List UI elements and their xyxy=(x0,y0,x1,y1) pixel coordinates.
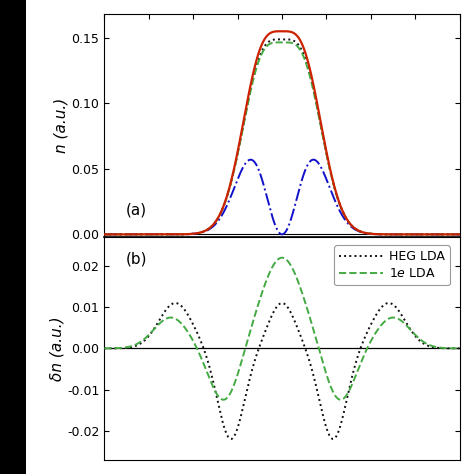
HEG LDA xyxy=(101,346,107,351)
1e LDA xyxy=(457,346,463,351)
HEG LDA xyxy=(450,346,456,351)
Text: (b): (b) xyxy=(126,252,147,267)
HEG LDA xyxy=(254,353,259,359)
HEG LDA xyxy=(238,413,244,419)
Legend: HEG LDA, $1e$ LDA: HEG LDA, $1e$ LDA xyxy=(334,246,450,285)
1e LDA xyxy=(101,346,107,351)
Line: 1e LDA: 1e LDA xyxy=(104,258,460,400)
1e LDA xyxy=(450,346,456,351)
1e LDA xyxy=(412,331,418,337)
HEG LDA xyxy=(173,300,178,306)
1e LDA xyxy=(253,309,259,314)
Y-axis label: δn (a.u.): δn (a.u.) xyxy=(49,316,64,381)
HEG LDA xyxy=(163,307,169,313)
Text: (a): (a) xyxy=(126,203,147,218)
HEG LDA xyxy=(142,337,148,343)
HEG LDA xyxy=(457,346,463,351)
1e LDA xyxy=(142,336,148,341)
HEG LDA xyxy=(412,333,418,338)
1e LDA xyxy=(238,361,244,367)
Line: HEG LDA: HEG LDA xyxy=(104,303,460,439)
HEG LDA xyxy=(228,436,234,442)
1e LDA xyxy=(163,316,169,321)
Y-axis label: n (a.u.): n (a.u.) xyxy=(54,98,69,153)
1e LDA xyxy=(279,255,285,261)
1e LDA xyxy=(220,397,226,402)
